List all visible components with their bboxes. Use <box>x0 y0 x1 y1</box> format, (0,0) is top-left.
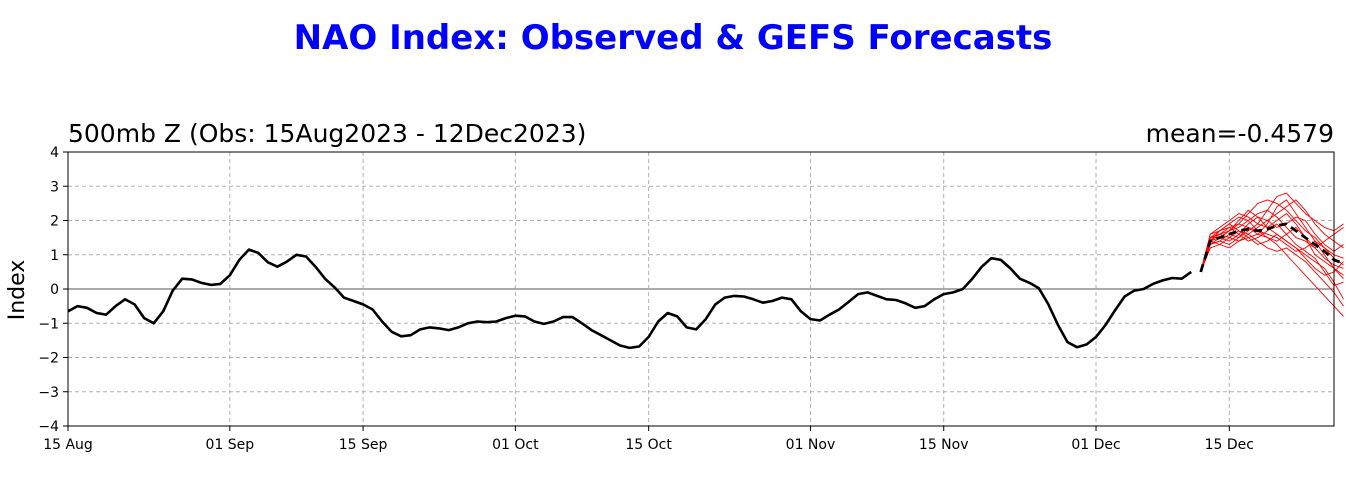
y-tick-label: −2 <box>38 351 59 367</box>
forecast-mean-line <box>1199 222 1344 273</box>
x-tick-label: 15 Nov <box>919 437 969 453</box>
forecast-mean-series <box>1199 222 1344 273</box>
y-tick-label: −3 <box>38 385 59 401</box>
ensemble-member-line <box>1200 226 1344 273</box>
ensemble-member-line <box>1200 199 1344 273</box>
ensemble-member-line <box>1200 199 1344 273</box>
x-tick-label: 15 Dec <box>1205 437 1254 453</box>
observed-series <box>67 248 1192 350</box>
ensemble-member-line <box>1200 199 1344 276</box>
ensemble-members <box>1200 192 1344 317</box>
y-ticks: 4 3 2 1 0 −1 −2 −3 −4 <box>38 145 68 435</box>
y-tick-label: −4 <box>38 419 59 435</box>
y-tick-label: −1 <box>38 316 59 332</box>
x-tick-label: 01 Dec <box>1071 437 1120 453</box>
subtitle-right: mean=-0.4579 <box>1146 119 1334 148</box>
y-tick-label: 3 <box>50 179 59 195</box>
grid <box>68 152 1334 426</box>
y-tick-label: 1 <box>50 248 59 264</box>
y-tick-label: 0 <box>50 282 59 298</box>
chart-title: NAO Index: Observed & GEFS Forecasts <box>293 18 1053 58</box>
ensemble-member-line <box>1200 226 1344 273</box>
x-tick-label: 01 Sep <box>205 437 254 453</box>
ensemble-member-line <box>1200 192 1344 273</box>
y-axis-label: Index <box>5 260 30 321</box>
ensemble-member-line <box>1200 230 1344 307</box>
x-tick-label: 15 Sep <box>339 437 388 453</box>
ensemble-member-line <box>1200 223 1344 276</box>
y-tick-label: 4 <box>50 145 59 161</box>
subtitle-left: 500mb Z (Obs: 15Aug2023 - 12Dec2023) <box>68 119 586 148</box>
x-tick-label: 15 Oct <box>625 437 672 453</box>
x-tick-label: 01 Oct <box>492 437 539 453</box>
x-ticks: 15 Aug 01 Sep 15 Sep 01 Oct 15 Oct 01 Nov 15 N… <box>43 426 1254 453</box>
ensemble-member-line <box>1200 213 1344 280</box>
x-tick-label: 01 Nov <box>786 437 836 453</box>
x-tick-label: 15 Aug <box>43 437 93 453</box>
y-tick-label: 2 <box>50 214 59 230</box>
plot-frame <box>67 151 1335 427</box>
observed-line <box>67 248 1192 350</box>
